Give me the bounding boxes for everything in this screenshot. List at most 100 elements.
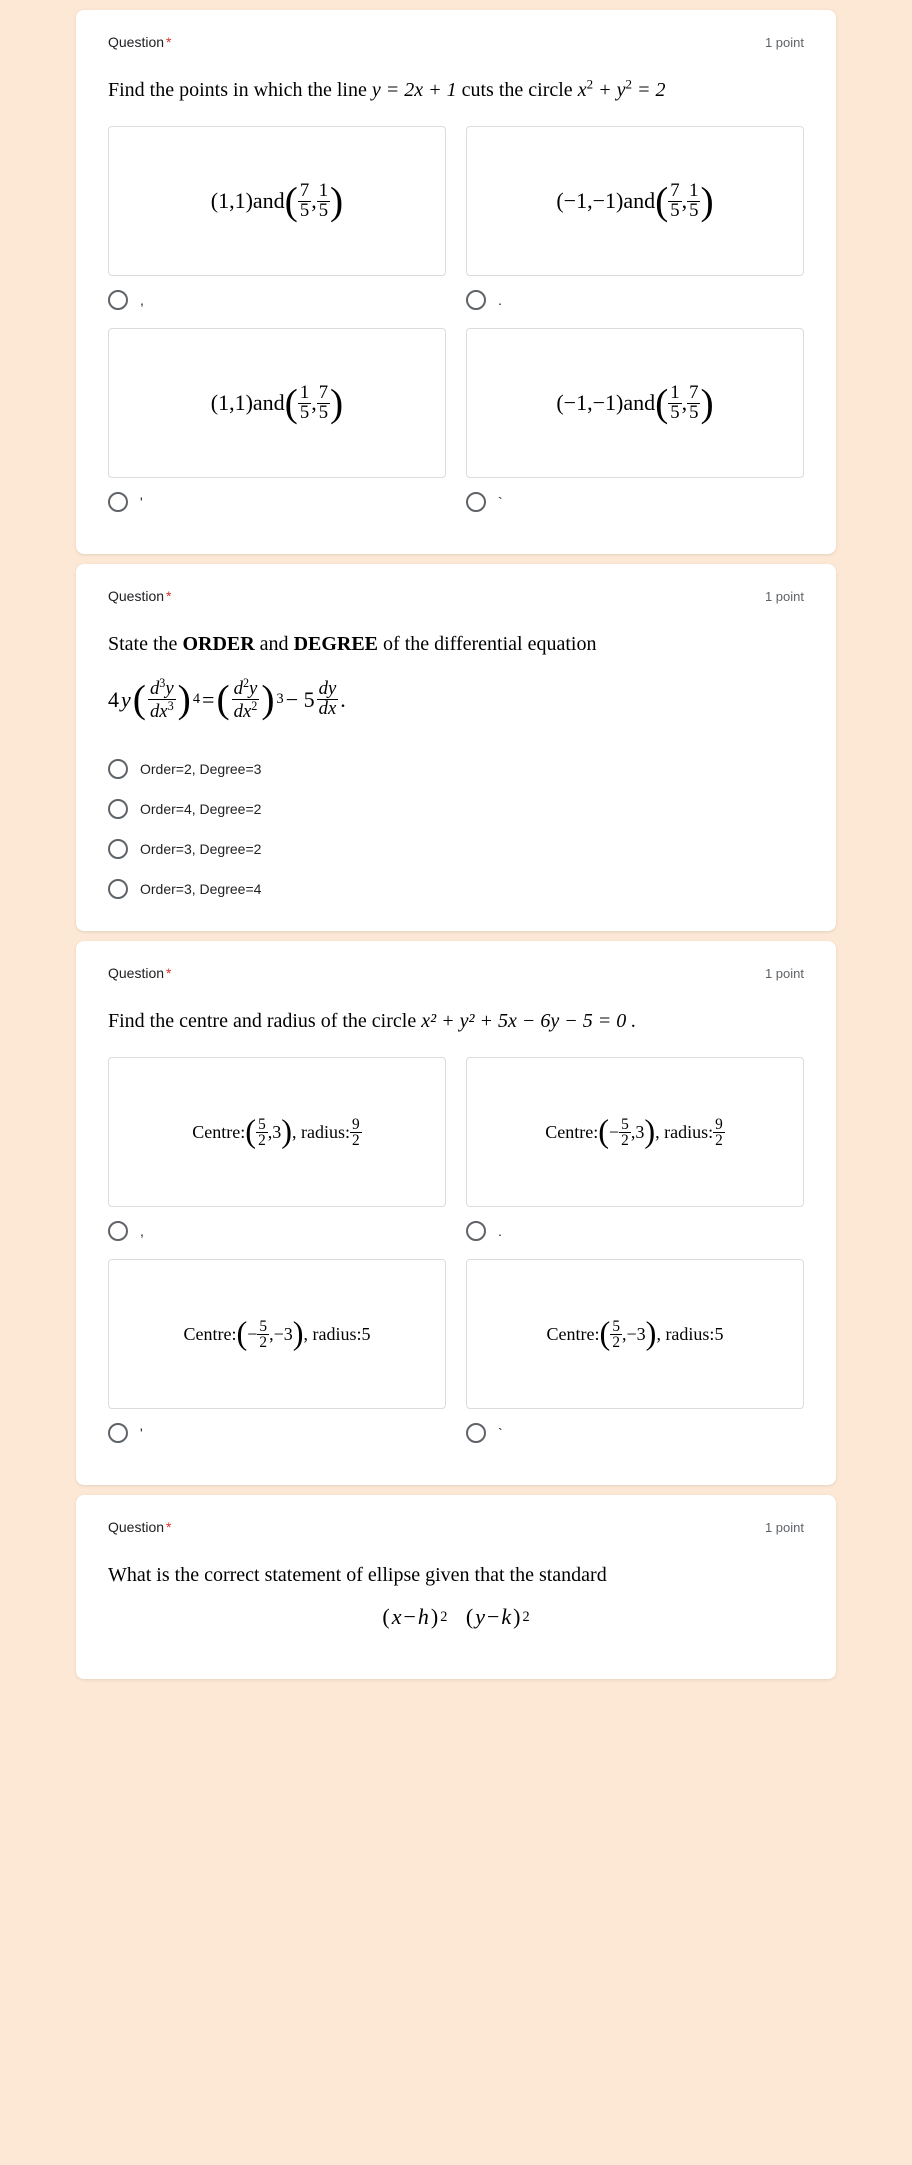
- option-row: Centre: (−52,−3), radius: 5 Centre: (52,…: [108, 1259, 804, 1409]
- den: 2: [350, 1133, 362, 1148]
- radio-option-2[interactable]: .: [466, 284, 804, 316]
- question-card-3: Question* 1 point Find the centre and ra…: [76, 941, 836, 1485]
- radio-label: ': [140, 1425, 143, 1441]
- eq-part: x² + y² + 5x − 6y − 5 = 0 .: [421, 1010, 636, 1032]
- eq-part: = 2: [632, 79, 666, 101]
- radio-label: `: [498, 494, 503, 510]
- paren-icon: (: [655, 380, 668, 426]
- frac: 92: [713, 1117, 725, 1149]
- num: 1: [668, 384, 681, 404]
- frac: 92: [350, 1117, 362, 1149]
- opt-pre: Centre:: [545, 1122, 598, 1143]
- option-image-4: Centre: (52,−3), radius: 5: [466, 1259, 804, 1409]
- question-label: Question*: [108, 588, 172, 604]
- num: 7: [298, 182, 311, 202]
- option-image-2: Centre: (−52,3), radius: 92: [466, 1057, 804, 1207]
- equation: 4y(d3ydx3)4 = (d2ydx2)3 − 5dydx .: [108, 668, 804, 731]
- required-asterisk: *: [166, 965, 171, 981]
- den: 5: [298, 202, 311, 221]
- radio-option-1[interactable]: ,: [108, 284, 446, 316]
- opt-a: (1,1): [211, 188, 253, 214]
- radio-icon: [466, 290, 486, 310]
- text-part: What is the correct statement of ellipse…: [108, 1564, 607, 1586]
- den: 5: [298, 404, 311, 423]
- label-text: Question: [108, 588, 164, 604]
- radio-label: .: [498, 1223, 502, 1239]
- radio-label: ,: [140, 1223, 144, 1239]
- frac: 75: [668, 182, 681, 220]
- radio-icon: [466, 492, 486, 512]
- den: 5: [668, 202, 681, 221]
- option-row: (1,1) and (75,15) (−1,−1) and (75,15): [108, 126, 804, 276]
- paren-icon: (: [285, 380, 298, 426]
- eq-part: x: [578, 79, 587, 101]
- option-list: Order=2, Degree=3 Order=4, Degree=2 Orde…: [108, 751, 804, 907]
- radio-option-3[interactable]: ': [108, 486, 446, 518]
- frac: 52: [257, 1319, 269, 1351]
- paren-icon: ): [330, 178, 343, 224]
- opt-mid: and: [623, 390, 655, 416]
- sign: −: [247, 1324, 257, 1345]
- num: 5: [610, 1319, 622, 1335]
- frac: 15: [687, 182, 700, 220]
- radio-option-b[interactable]: Order=4, Degree=2: [108, 791, 804, 827]
- opt-a: (−1,−1): [556, 188, 623, 214]
- required-asterisk: *: [166, 1519, 171, 1535]
- question-header: Question* 1 point: [108, 588, 804, 604]
- option-row: (1,1) and (15,75) (−1,−1) and (15,75): [108, 328, 804, 478]
- radio-icon: [108, 839, 128, 859]
- rad-label: , radius:: [292, 1122, 350, 1143]
- radio-option-2[interactable]: .: [466, 1215, 804, 1247]
- equation: (x−h)2 (y−k)2: [108, 1599, 804, 1634]
- radio-label: `: [498, 1425, 503, 1441]
- radio-icon: [108, 492, 128, 512]
- paren-icon: ): [293, 1316, 304, 1353]
- option-image-3: (1,1) and (15,75): [108, 328, 446, 478]
- mid: ,3: [631, 1122, 645, 1143]
- paren-icon: ): [700, 380, 713, 426]
- rad-label: , radius:: [656, 1324, 714, 1345]
- radio-icon: [108, 799, 128, 819]
- radio-icon: [466, 1221, 486, 1241]
- radio-option-a[interactable]: Order=2, Degree=3: [108, 751, 804, 787]
- label-text: Question: [108, 1519, 164, 1535]
- frac: 52: [619, 1117, 631, 1149]
- question-text: What is the correct statement of ellipse…: [108, 1559, 804, 1634]
- num: 9: [713, 1117, 725, 1133]
- paren-icon: (: [655, 178, 668, 224]
- label-text: Question: [108, 965, 164, 981]
- text-part: and: [255, 633, 294, 655]
- opt-a: (1,1): [211, 390, 253, 416]
- option-label: Order=3, Degree=2: [140, 841, 261, 857]
- radio-option-c[interactable]: Order=3, Degree=2: [108, 831, 804, 867]
- text-part: cuts the circle: [457, 79, 578, 101]
- num: 9: [350, 1117, 362, 1133]
- text-part: Find the centre and radius of the circle: [108, 1010, 421, 1032]
- paren-icon: ): [281, 1114, 292, 1151]
- radio-option-4[interactable]: `: [466, 1417, 804, 1449]
- radio-option-d[interactable]: Order=3, Degree=4: [108, 871, 804, 907]
- radio-option-3[interactable]: ': [108, 1417, 446, 1449]
- option-label: Order=2, Degree=3: [140, 761, 261, 777]
- question-card-1: Question* 1 point Find the points in whi…: [76, 10, 836, 554]
- radio-option-1[interactable]: ,: [108, 1215, 446, 1247]
- radio-option-4[interactable]: `: [466, 486, 804, 518]
- question-header: Question* 1 point: [108, 965, 804, 981]
- paren-icon: ): [646, 1316, 657, 1353]
- den: 2: [610, 1335, 622, 1350]
- radio-row: , .: [108, 284, 804, 316]
- opt-a: (−1,−1): [556, 390, 623, 416]
- radio-icon: [108, 1221, 128, 1241]
- num: 5: [256, 1117, 268, 1133]
- den: 5: [668, 404, 681, 423]
- required-asterisk: *: [166, 34, 171, 50]
- sign: −: [609, 1122, 619, 1143]
- radio-label: ,: [140, 292, 144, 308]
- question-header: Question* 1 point: [108, 1519, 804, 1535]
- num: 7: [317, 384, 330, 404]
- radio-icon: [466, 1423, 486, 1443]
- question-label: Question*: [108, 34, 172, 50]
- points-label: 1 point: [765, 1520, 804, 1535]
- paren-icon: ): [700, 178, 713, 224]
- required-asterisk: *: [166, 588, 171, 604]
